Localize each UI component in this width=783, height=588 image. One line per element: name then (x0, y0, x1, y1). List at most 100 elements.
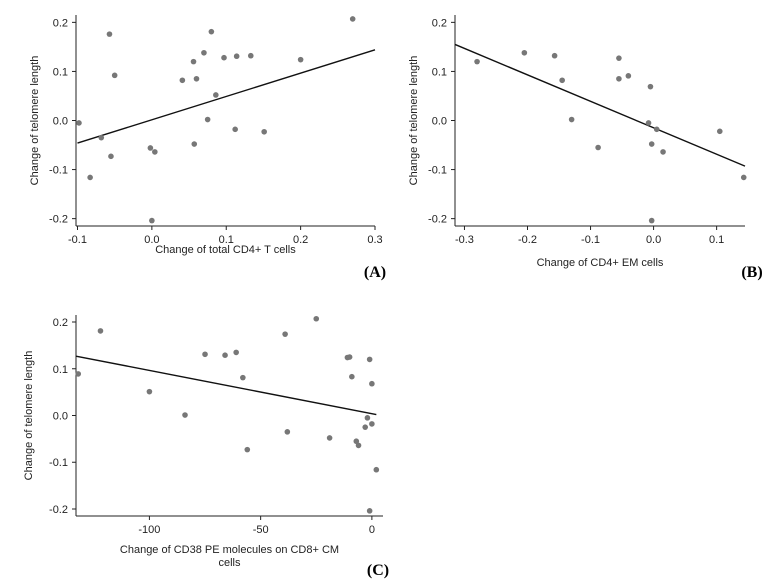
x-axis-label: Change of CD4+ EM cells (537, 257, 664, 269)
data-point (179, 77, 186, 84)
panel-b: -0.2 -0.1 0.0 0.1 0.2 -0.3 -0.2 -0.1 0.0 0.1 Chang… (408, 15, 763, 281)
data-point (97, 328, 104, 334)
y-tick-label: -0.1 (428, 165, 447, 177)
data-point (353, 438, 360, 445)
data-point (106, 31, 113, 37)
data-point (660, 149, 666, 155)
data-point (474, 58, 480, 65)
x-tick-label: 0.1 (219, 234, 234, 246)
panel-label: (B) (741, 264, 762, 281)
data-point (313, 315, 320, 322)
y-tick-label: 0.0 (432, 116, 447, 128)
data-point (146, 388, 153, 395)
data-point (76, 120, 82, 126)
y-tick-label: 0.2 (53, 317, 68, 329)
x-tick-label: -0.1 (581, 234, 600, 246)
data-point (647, 83, 654, 90)
data-point (369, 421, 375, 427)
x-tick-label: -100 (138, 524, 160, 536)
y-axis-label: Change of telomere length (23, 351, 35, 481)
regression-line (75, 355, 377, 416)
data-point (373, 466, 380, 473)
x-tick-label: -0.2 (518, 234, 537, 246)
y-axis-label: Change of telomere length (29, 56, 41, 186)
data-point (521, 49, 528, 56)
data-point (716, 128, 723, 135)
y-tick-label: -0.2 (49, 214, 68, 226)
data-point (366, 508, 373, 514)
data-point (244, 446, 251, 453)
data-point (232, 126, 238, 133)
panel-c: -0.2 -0.1 0.0 0.1 0.2 -100 -50 0 Change of telom… (23, 315, 389, 579)
data-point (326, 435, 333, 441)
data-point (284, 429, 291, 435)
x-axis-label: Change of total CD4+ T cells (155, 244, 296, 256)
data-point (193, 75, 200, 82)
data-point (355, 442, 362, 449)
x-axis-label: cells (218, 557, 241, 569)
data-point (653, 126, 660, 133)
data-point (559, 77, 565, 84)
data-point (221, 54, 227, 61)
panel-a: -0.2-0.10.00.10.2-0.1 0.0 0.1 0.2 0.3Change … (29, 15, 386, 281)
data-point (648, 217, 655, 224)
data-point (282, 331, 288, 337)
data-point (349, 16, 356, 22)
regression-line (77, 49, 376, 144)
y-tick-label: 0.2 (432, 17, 447, 29)
data-point (149, 217, 155, 224)
x-tick-label: 0.0 (646, 234, 661, 246)
y-tick-label: 0.2 (53, 17, 68, 29)
panel-label: (A) (364, 264, 386, 281)
data-point (369, 380, 375, 387)
data-point (616, 75, 622, 82)
x-tick-label: 0.2 (293, 234, 308, 246)
x-tick-label: 0.3 (367, 234, 382, 246)
data-point (233, 53, 240, 60)
data-point (362, 424, 369, 430)
data-point (147, 145, 154, 151)
y-tick-label: -0.2 (428, 214, 447, 226)
data-point (366, 356, 373, 363)
panel-label: (C) (367, 562, 389, 579)
x-tick-label: -0.3 (455, 234, 474, 246)
y-tick-label: 0.0 (53, 411, 68, 423)
x-axis-label: Change of CD38 PE molecules on CD8+ CM (120, 544, 339, 556)
data-point (240, 374, 246, 381)
data-point (87, 174, 93, 181)
data-point (208, 28, 215, 35)
data-point (213, 92, 219, 98)
data-point (75, 371, 82, 377)
data-point (364, 415, 371, 421)
data-point (191, 141, 198, 147)
data-point (551, 52, 558, 59)
data-point (595, 144, 601, 151)
y-tick-label: -0.2 (49, 504, 68, 516)
y-tick-label: -0.1 (49, 457, 68, 469)
data-point (111, 72, 118, 79)
data-point (98, 134, 105, 141)
x-tick-label: 0.0 (144, 234, 159, 246)
data-point (222, 352, 228, 359)
y-tick-label: 0.1 (53, 364, 68, 376)
data-point (261, 128, 267, 135)
data-point (346, 354, 353, 360)
y-axis-label: Change of telomere length (408, 56, 420, 186)
data-point (648, 141, 655, 147)
y-tick-label: -0.1 (49, 165, 68, 177)
data-point (233, 349, 239, 356)
y-tick-label: 0.1 (53, 66, 68, 78)
data-point (297, 56, 304, 63)
x-tick-label: -0.1 (68, 234, 87, 246)
y-tick-label: 0.0 (53, 116, 68, 128)
data-point (182, 412, 188, 418)
data-point (625, 73, 632, 79)
data-point (204, 116, 211, 123)
data-point (568, 116, 575, 123)
data-point (108, 153, 114, 160)
regression-line (454, 43, 746, 167)
y-tick-label: 0.1 (432, 66, 447, 78)
data-point (740, 174, 747, 181)
data-point (201, 49, 207, 56)
